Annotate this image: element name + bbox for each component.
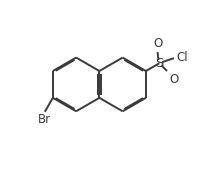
Text: Br: Br xyxy=(38,113,51,126)
Text: O: O xyxy=(169,73,178,86)
Text: O: O xyxy=(153,37,162,50)
Text: S: S xyxy=(155,57,164,70)
Text: Cl: Cl xyxy=(176,51,188,64)
